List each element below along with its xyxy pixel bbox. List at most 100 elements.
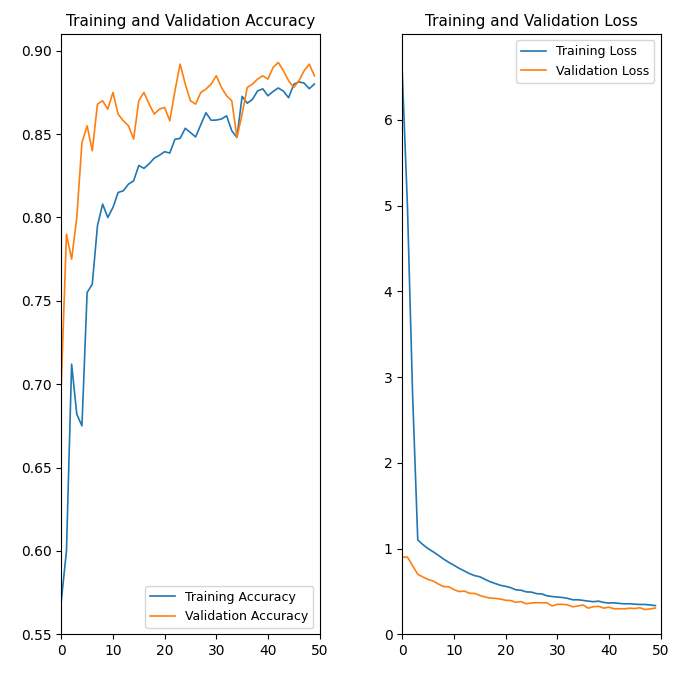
Validation Loss <box>620 605 629 613</box>
Training Accuracy <box>63 547 71 555</box>
Training Loss <box>625 599 633 608</box>
Training Loss <box>558 593 567 602</box>
Training Loss <box>548 593 556 601</box>
Validation Loss <box>517 597 525 606</box>
Validation Loss <box>595 602 603 610</box>
Validation Accuracy <box>311 72 319 80</box>
Training Loss <box>475 573 484 581</box>
Validation Loss <box>558 600 567 608</box>
Training Accuracy <box>140 164 148 173</box>
Validation Accuracy <box>67 255 76 263</box>
Title: Training and Validation Accuracy: Training and Validation Accuracy <box>66 14 315 29</box>
Validation Accuracy <box>57 380 65 388</box>
Validation Loss <box>434 580 443 588</box>
Line: Validation Loss: Validation Loss <box>402 557 655 610</box>
Training Loss <box>486 578 494 586</box>
Validation Loss <box>553 600 561 608</box>
Training Accuracy <box>83 288 91 297</box>
Validation Accuracy <box>187 97 195 105</box>
Validation Accuracy <box>202 85 210 93</box>
Training Loss <box>584 597 592 605</box>
Training Loss <box>439 555 447 563</box>
Training Accuracy <box>197 121 205 129</box>
Validation Loss <box>527 599 535 607</box>
Training Accuracy <box>279 87 287 95</box>
Validation Loss <box>579 601 587 609</box>
Training Loss <box>455 564 463 572</box>
Training Accuracy <box>269 87 277 95</box>
Training Accuracy <box>223 112 231 120</box>
Validation Loss <box>548 602 556 610</box>
Validation Accuracy <box>155 105 163 113</box>
Training Accuracy <box>109 203 117 211</box>
Training Accuracy <box>311 80 319 88</box>
Training Accuracy <box>233 134 241 142</box>
Validation Loss <box>538 599 546 607</box>
Validation Accuracy <box>300 67 308 75</box>
Line: Training Accuracy: Training Accuracy <box>61 82 315 601</box>
Training Loss <box>527 588 535 596</box>
Training Accuracy <box>176 134 184 143</box>
Training Loss <box>574 595 582 604</box>
Validation Accuracy <box>161 104 169 112</box>
Training Accuracy <box>238 92 247 100</box>
Validation Loss <box>563 601 571 609</box>
Training Loss <box>471 572 479 580</box>
Validation Loss <box>475 591 484 599</box>
Training Loss <box>445 559 453 567</box>
Training Accuracy <box>181 124 189 132</box>
Training Accuracy <box>145 160 153 168</box>
Validation Accuracy <box>289 83 298 91</box>
Validation Accuracy <box>285 76 293 85</box>
Training Accuracy <box>151 154 159 162</box>
Training Accuracy <box>202 108 210 117</box>
Training Loss <box>512 586 520 594</box>
Title: Training and Validation Loss: Training and Validation Loss <box>425 14 638 29</box>
Training Loss <box>538 590 546 598</box>
Validation Accuracy <box>305 60 313 68</box>
Validation Loss <box>641 606 649 614</box>
Training Loss <box>641 600 649 608</box>
Validation Loss <box>455 587 463 595</box>
Training Loss <box>636 600 644 608</box>
Training Accuracy <box>207 116 215 124</box>
Training Loss <box>434 551 443 559</box>
Training Loss <box>496 581 505 589</box>
Validation Accuracy <box>238 110 247 118</box>
Training Loss <box>589 597 597 606</box>
Validation Loss <box>398 553 407 561</box>
Training Loss <box>563 594 571 602</box>
Training Loss <box>615 599 623 608</box>
Training Loss <box>595 597 603 605</box>
Training Loss <box>501 582 509 591</box>
Training Loss <box>481 575 489 583</box>
Validation Loss <box>584 604 592 612</box>
Training Accuracy <box>78 421 86 430</box>
Training Loss <box>419 541 427 549</box>
Validation Accuracy <box>223 91 231 100</box>
Validation Loss <box>605 603 613 611</box>
Validation Accuracy <box>176 60 184 68</box>
Validation Accuracy <box>114 110 122 118</box>
Training Accuracy <box>119 187 127 195</box>
Validation Loss <box>625 604 633 612</box>
Training Accuracy <box>249 95 257 104</box>
Validation Accuracy <box>207 80 215 88</box>
Training Loss <box>651 602 659 610</box>
Training Accuracy <box>99 200 107 208</box>
Training Accuracy <box>243 99 251 107</box>
Training Accuracy <box>264 91 272 100</box>
Training Loss <box>409 390 417 398</box>
Training Accuracy <box>187 128 195 136</box>
Training Loss <box>507 584 515 592</box>
Training Accuracy <box>73 410 81 418</box>
Validation Loss <box>615 605 623 613</box>
Validation Accuracy <box>264 75 272 83</box>
Training Accuracy <box>171 135 179 143</box>
Validation Loss <box>445 582 453 591</box>
Validation Loss <box>512 598 520 606</box>
Validation Loss <box>450 585 458 593</box>
Validation Loss <box>439 582 447 591</box>
Validation Loss <box>413 570 422 578</box>
Validation Accuracy <box>125 121 133 130</box>
